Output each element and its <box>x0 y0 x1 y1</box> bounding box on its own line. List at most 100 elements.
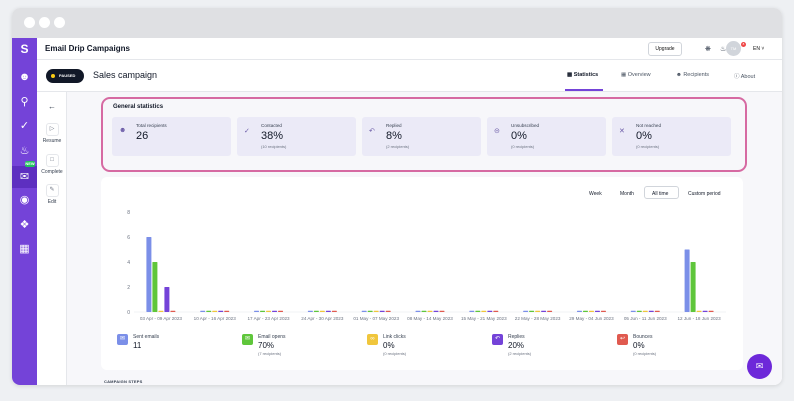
stat-sub: (0 recipients) <box>636 144 660 149</box>
bar-replies <box>164 287 170 312</box>
stat-contacted: ✓ Contacted 38% (10 recipients) <box>237 117 356 156</box>
campaign-header: PAUSED Sales campaign ▩ Statistics ▦ Ove… <box>37 60 782 92</box>
open-mail-icon: ✉ <box>242 334 253 345</box>
window-close-dot[interactable] <box>24 17 35 28</box>
chat-icon: ✉ <box>755 361 764 371</box>
legend-label: Email opens <box>258 334 286 340</box>
grid-icon[interactable]: ▦ <box>19 243 30 255</box>
stop-icon: □ <box>45 154 59 167</box>
legend-value: 11 <box>133 341 142 350</box>
user-icon[interactable]: ☻ <box>18 71 31 83</box>
bar-replies <box>648 310 654 312</box>
sidebar-item-email-active[interactable] <box>12 166 37 188</box>
main-sidebar: S ☻ ⚲ ✓ ♨ NEW ✉ ◉ ❖ ▦ <box>12 38 37 385</box>
tab-overview[interactable]: ▦ Overview <box>621 72 651 78</box>
status-dot-icon <box>51 74 55 78</box>
close-icon: ✕ <box>619 128 625 135</box>
period-custom[interactable]: Custom period <box>688 191 721 197</box>
bar-sent-emails <box>630 310 636 312</box>
tab-about[interactable]: ⓘ About <box>734 72 755 80</box>
app-logo[interactable]: S <box>20 42 29 56</box>
x-tick-label: 12 Jun - 18 Jun 2023 <box>678 316 722 321</box>
legend-value: 70% <box>258 341 275 350</box>
bar-bounces <box>224 310 230 312</box>
edit-button[interactable]: ✎ Edit <box>37 184 67 205</box>
language-selector[interactable]: EN ˅ <box>753 46 764 52</box>
chat-button[interactable]: ✉ <box>747 354 772 379</box>
campaign-name: Sales campaign <box>93 70 158 80</box>
check-circle-icon[interactable]: ✓ <box>19 120 30 132</box>
y-tick-label: 8 <box>127 210 130 216</box>
legend-label: Bounces <box>633 334 653 340</box>
overview-icon: ▦ <box>621 72 627 78</box>
stat-value: 0% <box>511 130 527 142</box>
bar-sent-emails <box>469 310 475 312</box>
bar-replies <box>218 310 224 312</box>
period-month[interactable]: Month <box>620 191 634 197</box>
y-tick-label: 4 <box>127 260 130 266</box>
legend-label: Link clicks <box>383 334 406 340</box>
stat-value: 26 <box>136 130 149 142</box>
bar-link-clicks <box>212 310 218 312</box>
bar-link-clicks <box>588 310 594 312</box>
pencil-icon: ✎ <box>45 184 59 197</box>
tab-statistics[interactable]: ▩ Statistics <box>567 72 598 78</box>
bar-email-opens <box>260 310 266 312</box>
complete-button[interactable]: □ Complete <box>37 154 67 175</box>
x-tick-label: 22 May - 28 May 2023 <box>515 316 561 321</box>
mail-icon[interactable]: ✉ <box>19 171 30 183</box>
bar-email-opens <box>152 262 158 312</box>
edit-label: Edit <box>47 199 57 205</box>
search-icon[interactable]: ⚲ <box>20 96 29 108</box>
bar-email-opens <box>636 310 642 312</box>
bar-sent-emails <box>523 310 529 312</box>
resume-button[interactable]: ▷ Resume <box>37 123 67 144</box>
tab-label: About <box>740 74 756 80</box>
upgrade-button[interactable]: Upgrade <box>648 42 682 56</box>
resume-label: Resume <box>42 138 62 144</box>
bar-sent-emails <box>576 310 582 312</box>
x-tick-label: 15 May - 21 May 2023 <box>461 316 507 321</box>
period-week[interactable]: Week <box>589 191 602 197</box>
bar-bounces <box>493 310 499 312</box>
y-tick-label: 6 <box>127 235 130 241</box>
bar-bounces <box>600 310 606 312</box>
bar-link-clicks <box>427 310 433 312</box>
chevron-down-icon: ˅ <box>761 46 765 52</box>
x-tick-label: 01 May - 07 May 2023 <box>353 316 399 321</box>
play-icon: ▷ <box>45 123 59 136</box>
stat-unsubscribed: ⊝ Unsubscribed 0% (0 recipients) <box>487 117 606 156</box>
stat-sub: (2 recipients) <box>386 144 410 149</box>
bar-email-opens <box>529 310 535 312</box>
window-minimize-dot[interactable] <box>39 17 50 28</box>
puzzle-icon[interactable]: ❖ <box>19 219 30 231</box>
bar-sent-emails <box>200 310 206 312</box>
bar-replies <box>325 310 331 312</box>
bar-chart: 0 2 4 6 8 03 Apr - 09 Apr 2023 10 Apr - 16 Apr… <box>127 210 726 321</box>
fire-icon[interactable]: ♨ <box>19 145 30 157</box>
stat-not-reached: ✕ Not reached 0% (0 recipients) <box>612 117 731 156</box>
bar-email-opens <box>690 262 696 312</box>
avatar[interactable]: TM <box>726 41 741 56</box>
chart-card <box>101 177 743 370</box>
legend-label: Replies <box>508 334 525 340</box>
period-all-time[interactable]: All time <box>652 191 669 197</box>
period-active-frame <box>644 186 679 199</box>
stat-label: Replied <box>386 123 402 128</box>
status-label: PAUSED <box>59 73 76 78</box>
bar-replies <box>272 310 278 312</box>
bar-email-opens <box>367 310 373 312</box>
bar-link-clicks <box>535 310 541 312</box>
tab-recipients[interactable]: ☻ Recipients <box>676 72 709 78</box>
settings-icon[interactable]: ❋ <box>705 46 711 53</box>
stat-total-recipients: ☻ Total recipients 26 <box>112 117 231 156</box>
reply-icon: ↶ <box>492 334 503 345</box>
back-button[interactable]: ← <box>37 102 67 111</box>
window-maximize-dot[interactable] <box>54 17 65 28</box>
legend-value: 0% <box>633 341 645 350</box>
dollar-icon[interactable]: ◉ <box>19 194 30 206</box>
legend-value: 20% <box>508 341 525 350</box>
bar-sent-emails <box>254 310 260 312</box>
bell-icon[interactable]: ♨ <box>720 46 727 53</box>
stat-label: Not reached <box>636 123 662 128</box>
